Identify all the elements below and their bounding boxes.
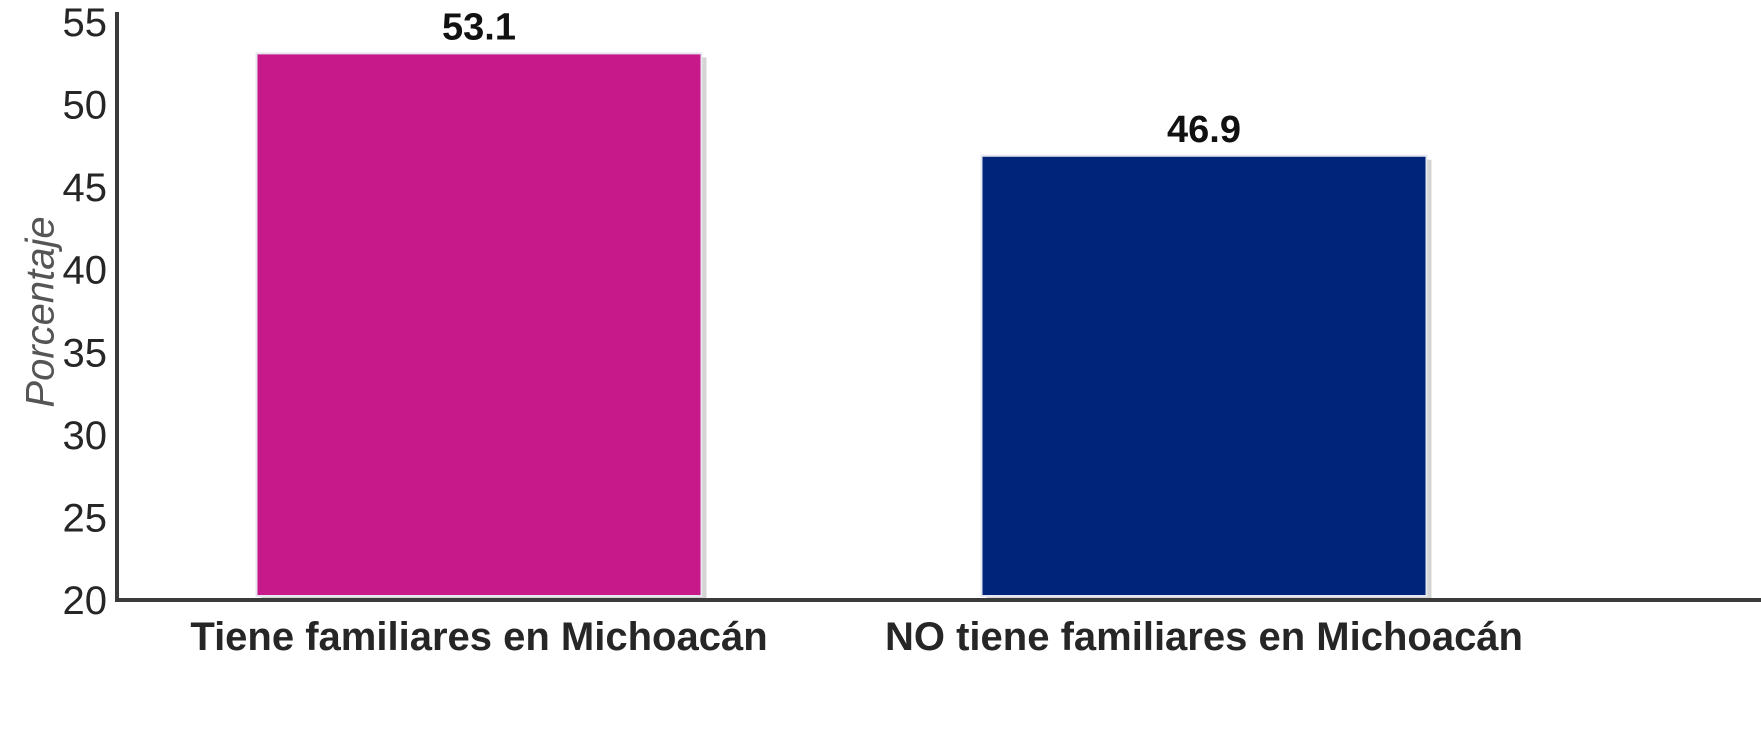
- y-tick-label: 55: [63, 1, 108, 45]
- y-tick-label: 30: [63, 414, 108, 458]
- bar: [980, 154, 1428, 597]
- x-category-label: NO tiene familiares en Michoacán: [885, 615, 1523, 659]
- y-tick-label: 25: [63, 496, 108, 540]
- y-axis-ticks: 20 25 30 35 40 45 50 55: [63, 1, 108, 623]
- y-tick-label: 20: [63, 579, 108, 623]
- y-tick-label: 45: [63, 166, 108, 210]
- bar-value-label: 53.1: [442, 6, 516, 48]
- bar: [255, 52, 703, 598]
- y-tick-label: 35: [63, 331, 108, 375]
- y-tick-label: 40: [63, 249, 108, 293]
- y-axis-title: Porcentaje: [19, 216, 63, 407]
- bar-value-label: 46.9: [1167, 109, 1241, 151]
- x-category-label: Tiene familiares en Michoacán: [190, 615, 767, 659]
- category-labels: Tiene familiares en Michoacán NO tiene fa…: [190, 615, 1523, 659]
- y-tick-label: 50: [63, 84, 108, 128]
- value-labels: 53.1 46.9: [442, 6, 1241, 150]
- bars: [255, 52, 1432, 601]
